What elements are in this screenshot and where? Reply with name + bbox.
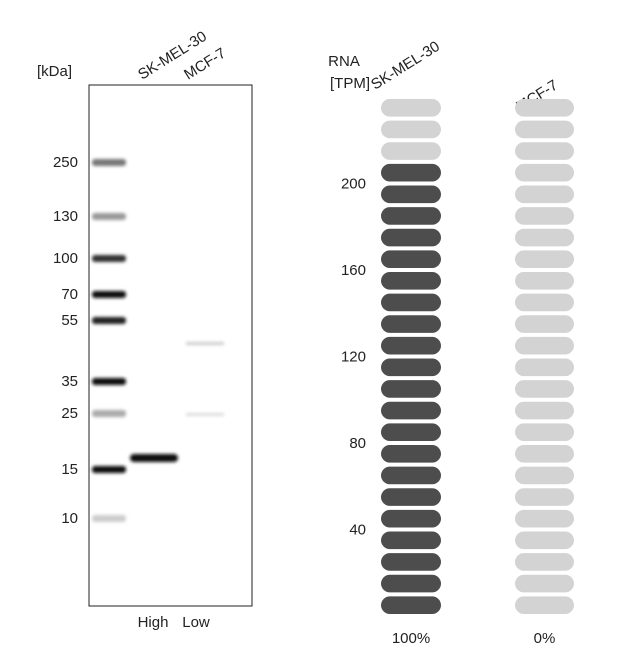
marker-band [92, 291, 126, 298]
marker-label: 15 [61, 461, 78, 478]
marker-label: 250 [53, 154, 78, 171]
band [130, 454, 178, 462]
rna-pill [515, 207, 574, 225]
rna-pill [515, 293, 574, 312]
percent-label: 100% [392, 630, 430, 647]
sample-bands [130, 342, 224, 462]
rna-pill [515, 228, 574, 247]
marker-label: 100 [53, 250, 78, 267]
rna-pill [381, 401, 441, 420]
rna-pill [515, 163, 574, 182]
rna-pill [381, 250, 441, 268]
rna-pill [381, 99, 441, 117]
marker-band [92, 317, 126, 324]
rna-pill [381, 596, 441, 614]
rna-pill [515, 466, 574, 485]
rna-pill [515, 445, 574, 463]
rna-pill [515, 380, 574, 398]
rna-pill [515, 315, 574, 333]
marker-label: 55 [61, 312, 78, 329]
rna-pill [515, 120, 574, 139]
rna-pill [381, 574, 441, 593]
rna-pill [515, 574, 574, 593]
marker-band [92, 159, 126, 166]
y-tick-label: 80 [349, 435, 366, 452]
marker-band [92, 515, 126, 522]
level-label: Low [182, 614, 210, 631]
rna-pill [515, 358, 574, 377]
rna-pill [515, 509, 574, 528]
marker-band [92, 255, 126, 262]
rna-pill [515, 488, 574, 506]
band [186, 342, 224, 345]
marker-band [92, 466, 126, 473]
band [186, 413, 224, 416]
axis-label: [TPM] [330, 75, 370, 92]
rna-pill [515, 596, 574, 614]
marker-band [92, 378, 126, 385]
marker-bands [92, 159, 126, 522]
y-tick-label: 200 [341, 176, 366, 193]
rna-pill [381, 272, 441, 290]
marker-label: 130 [53, 208, 78, 225]
rna-pill [381, 466, 441, 485]
rna-pill [515, 99, 574, 117]
marker-label: 25 [61, 405, 78, 422]
rna-pill [381, 380, 441, 398]
y-tick-label: 160 [341, 262, 366, 279]
rna-pill [381, 207, 441, 225]
level-label: High [138, 614, 169, 631]
rna-pill [381, 142, 441, 160]
percent-label: 0% [534, 630, 556, 647]
rna-pill [515, 336, 574, 355]
rna-pill [381, 488, 441, 506]
rna-pill [381, 293, 441, 312]
rna-pill [381, 228, 441, 247]
rna-pill [381, 423, 441, 441]
rna-pill [515, 250, 574, 268]
rna-pill [381, 509, 441, 528]
rna-pill [381, 120, 441, 139]
rna-pill [381, 531, 441, 550]
marker-label: 35 [61, 373, 78, 390]
rna-pill [381, 553, 441, 571]
axis-label: RNA [328, 53, 360, 70]
rna-pill [381, 163, 441, 182]
rna-pill [515, 553, 574, 571]
y-tick-label: 40 [349, 522, 366, 539]
marker-band [92, 213, 126, 220]
marker-band [92, 410, 126, 417]
rna-pill [515, 185, 574, 204]
marker-label: 70 [61, 286, 78, 303]
marker-label: 10 [61, 510, 78, 527]
rna-pill [515, 531, 574, 550]
unit-label: [kDa] [37, 63, 72, 80]
rna-pill [381, 336, 441, 355]
rna-pill [381, 358, 441, 377]
rna-pill [515, 401, 574, 420]
rna-pill [381, 315, 441, 333]
y-tick-label: 120 [341, 349, 366, 366]
rna-pill [515, 423, 574, 441]
rna-pill [381, 445, 441, 463]
rna-pill [515, 142, 574, 160]
rna-pill [381, 185, 441, 204]
rna-pill [515, 272, 574, 290]
